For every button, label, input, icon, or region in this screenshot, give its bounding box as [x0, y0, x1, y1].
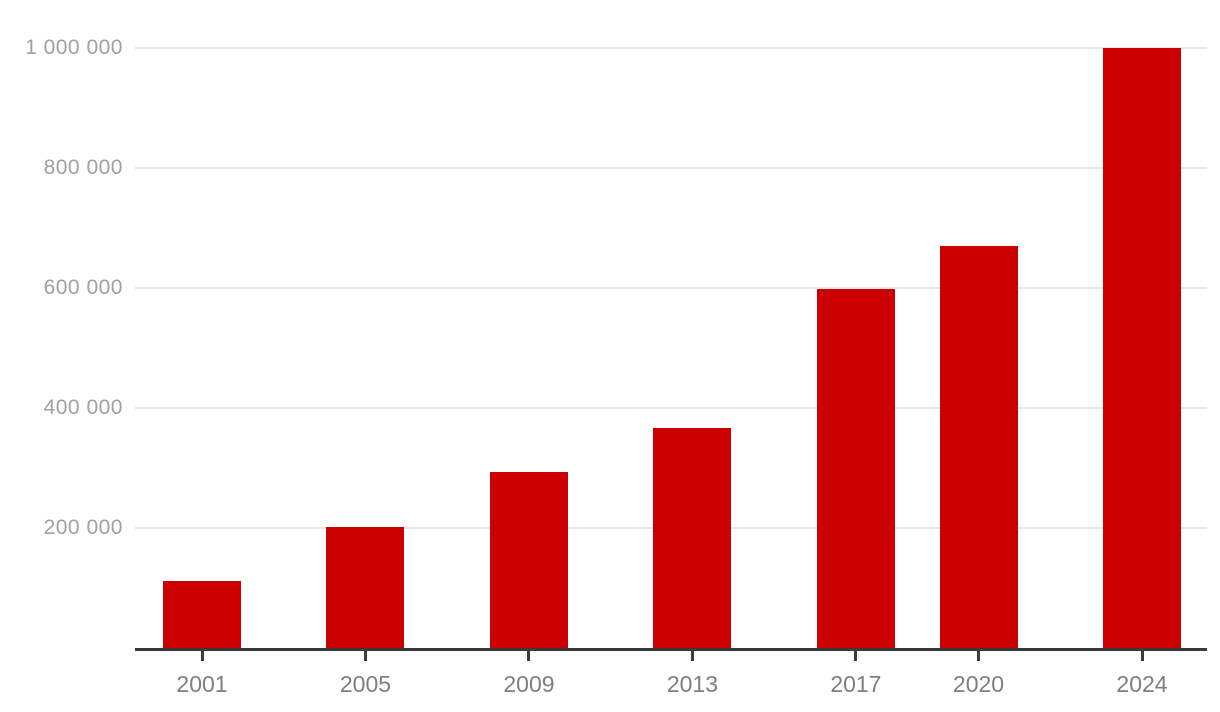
- x-axis-line: [135, 648, 1207, 651]
- gridline: [135, 407, 1207, 409]
- x-axis-tick-mark: [200, 650, 204, 661]
- y-axis-tick-label: 400 000: [43, 396, 123, 419]
- x-axis-tick-label: 2020: [952, 671, 1005, 697]
- x-axis-tick-label: 2001: [176, 671, 228, 697]
- bar-2005[interactable]: [326, 526, 405, 648]
- y-axis-tick-label: 200 000: [43, 516, 123, 539]
- x-axis-tick-label: 2013: [666, 671, 718, 697]
- bar-2024[interactable]: [1103, 48, 1181, 648]
- gridline: [135, 287, 1207, 289]
- bar-2009[interactable]: [489, 472, 568, 648]
- gridline: [135, 167, 1207, 169]
- bar-2020[interactable]: [939, 246, 1018, 648]
- gridline: [135, 47, 1207, 49]
- x-axis-tick-label: 2017: [830, 671, 882, 697]
- x-axis-tick-mark: [527, 650, 531, 661]
- x-axis-tick-mark: [977, 650, 981, 661]
- x-axis-tick-mark: [854, 650, 858, 661]
- y-axis-tick-label: 1 000 000: [25, 36, 123, 59]
- x-axis-tick-mark: [363, 650, 367, 661]
- bar-2017[interactable]: [816, 289, 895, 648]
- y-axis-tick-label: 600 000: [43, 276, 123, 299]
- bar-2001[interactable]: [163, 581, 241, 648]
- x-axis-tick-label: 2009: [503, 671, 555, 697]
- x-axis-tick-label: 2005: [339, 671, 392, 697]
- x-axis-tick-mark: [1140, 650, 1144, 661]
- bar-2013[interactable]: [653, 427, 732, 648]
- x-axis-tick-label: 2024: [1116, 671, 1168, 697]
- x-axis-tick-mark: [690, 650, 694, 661]
- y-axis-tick-label: 800 000: [43, 156, 123, 179]
